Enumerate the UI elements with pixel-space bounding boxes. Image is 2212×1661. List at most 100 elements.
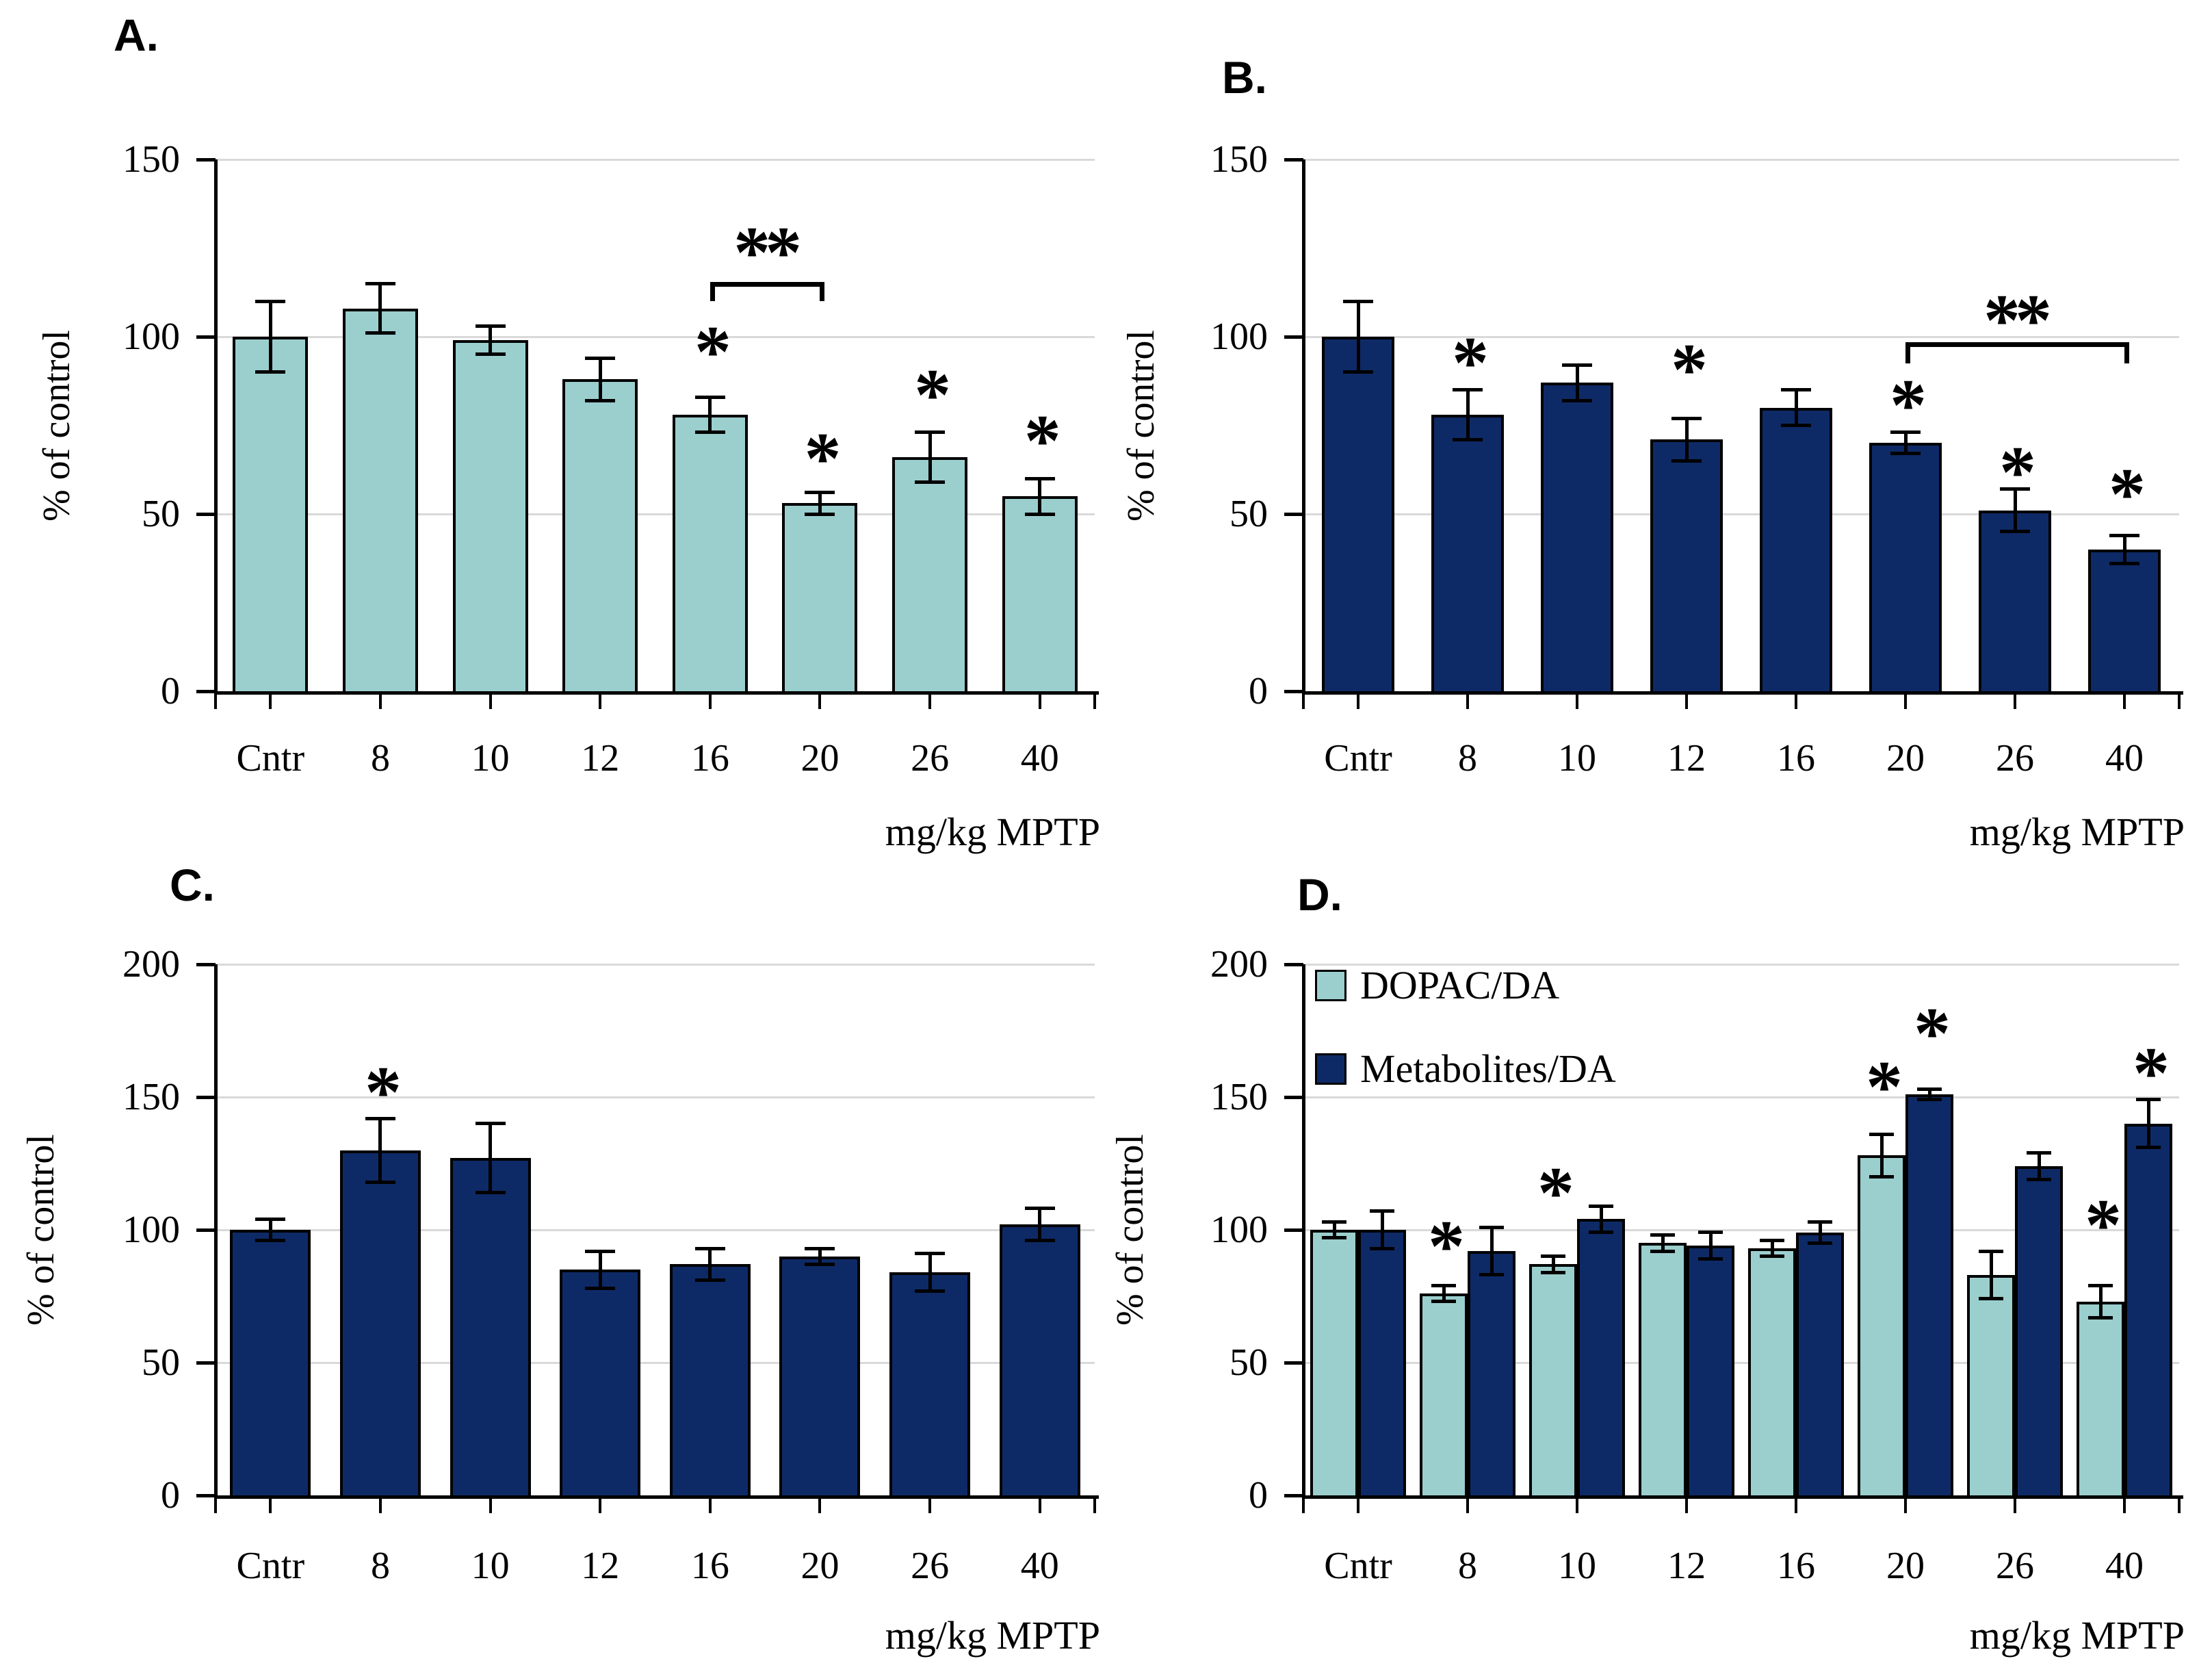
error-bar: [1489, 1227, 1494, 1275]
y-axis-title: % of control: [1120, 329, 1162, 522]
y-tick-label: 150: [1210, 138, 1268, 181]
y-tick-label: 150: [122, 138, 180, 181]
error-bar-cap: [255, 370, 286, 374]
error-bar-cap: [365, 1180, 395, 1184]
category-label: 20: [801, 1545, 840, 1587]
y-tick-label: 50: [142, 493, 180, 535]
y-axis-title: % of control: [36, 329, 78, 522]
x-tick: [818, 1495, 822, 1513]
x-tick: [1302, 691, 1305, 709]
x-axis-title: mg/kg MPTP: [1969, 810, 2185, 854]
x-tick: [1038, 1495, 1041, 1513]
bar: [339, 1150, 421, 1498]
error-bar: [1903, 432, 1908, 454]
gridline: [1303, 158, 2179, 161]
category-label: 26: [911, 737, 950, 780]
error-bar-cap: [1343, 299, 1373, 303]
significance-star: *: [1452, 322, 1489, 404]
x-tick: [1093, 691, 1096, 709]
error-bar: [708, 1248, 712, 1280]
error-bar-cap: [1979, 1249, 2003, 1253]
bar: [672, 414, 748, 694]
error-bar-cap: [255, 299, 286, 303]
error-bar-cap: [1024, 1207, 1055, 1211]
error-bar: [1708, 1232, 1713, 1259]
category-label: 16: [690, 1545, 729, 1587]
gridline: [1303, 963, 2179, 966]
category-label: 26: [1996, 737, 2034, 780]
category-label: 20: [801, 737, 840, 780]
x-axis-title: mg/kg MPTP: [1969, 1613, 2185, 1658]
error-bar-cap: [1322, 1236, 1346, 1240]
category-label: 16: [1777, 1545, 1815, 1587]
significance-star: *: [2085, 1184, 2122, 1266]
gridline: [216, 335, 1095, 338]
y-tick-label: 0: [161, 1474, 180, 1517]
y-tick: [1284, 512, 1303, 516]
error-bar: [1356, 301, 1360, 372]
x-tick: [1795, 1495, 1797, 1513]
category-label: 16: [690, 737, 729, 780]
error-bar-cap: [2109, 533, 2139, 537]
y-tick-label: 50: [1229, 493, 1268, 535]
y-tick: [196, 157, 216, 162]
bar: [779, 1256, 861, 1498]
category-label: 12: [1667, 737, 1706, 780]
error-bar-cap: [1890, 430, 1921, 435]
error-bar-cap: [1917, 1087, 1942, 1091]
error-bar: [1989, 1251, 1993, 1299]
error-bar-cap: [365, 1116, 395, 1120]
error-bar-cap: [1698, 1257, 1723, 1261]
y-tick: [1284, 335, 1303, 339]
x-tick: [2123, 691, 2126, 709]
bar: [450, 1158, 531, 1498]
x-tick: [1466, 1495, 1469, 1513]
error-bar-cap: [694, 430, 725, 435]
gridline: [1303, 513, 2179, 515]
error-bar: [1684, 418, 1689, 461]
error-bar: [1818, 1222, 1822, 1244]
error-bar: [598, 1251, 602, 1289]
y-axis: [213, 159, 218, 695]
panel-letter: C.: [170, 860, 215, 910]
y-axis: [213, 964, 218, 1499]
y-axis-title: % of control: [1109, 1134, 1151, 1326]
error-bar-cap: [805, 491, 835, 495]
error-bar: [1879, 1134, 1884, 1177]
error-bar: [268, 1219, 272, 1241]
bar: [999, 1224, 1080, 1498]
error-bar: [378, 283, 382, 333]
significance-star: *: [804, 417, 841, 500]
bar: [1760, 407, 1832, 694]
panel-letter: D.: [1297, 869, 1342, 920]
bar: [1358, 1230, 1406, 1498]
error-bar: [1575, 365, 1579, 401]
x-tick: [708, 1495, 712, 1513]
x-tick: [2123, 1495, 2126, 1513]
error-bar-cap: [694, 395, 725, 399]
error-bar-cap: [1479, 1225, 1504, 1229]
error-bar: [2098, 1285, 2103, 1318]
error-bar-cap: [255, 1217, 286, 1221]
x-tick: [599, 691, 602, 709]
category-label: 10: [471, 737, 510, 780]
error-bar-cap: [1024, 476, 1055, 480]
bar: [782, 503, 858, 694]
error-bar-cap: [1562, 398, 1592, 402]
x-tick: [1357, 691, 1359, 709]
category-label: 16: [1777, 737, 1815, 780]
error-bar-cap: [2027, 1150, 2051, 1155]
bar: [1967, 1274, 2015, 1498]
x-tick: [599, 1495, 602, 1513]
error-bar-cap: [365, 281, 395, 285]
y-tick-label: 150: [1210, 1076, 1268, 1118]
significance-bracket-tick: [2124, 342, 2129, 363]
error-bar-cap: [2136, 1098, 2161, 1102]
error-bar-cap: [1453, 388, 1483, 392]
category-label: 20: [1886, 737, 1925, 780]
y-tick: [1284, 1228, 1303, 1232]
category-label: 10: [1558, 737, 1596, 780]
error-bar-cap: [1589, 1204, 1613, 1208]
x-tick: [1466, 691, 1469, 709]
